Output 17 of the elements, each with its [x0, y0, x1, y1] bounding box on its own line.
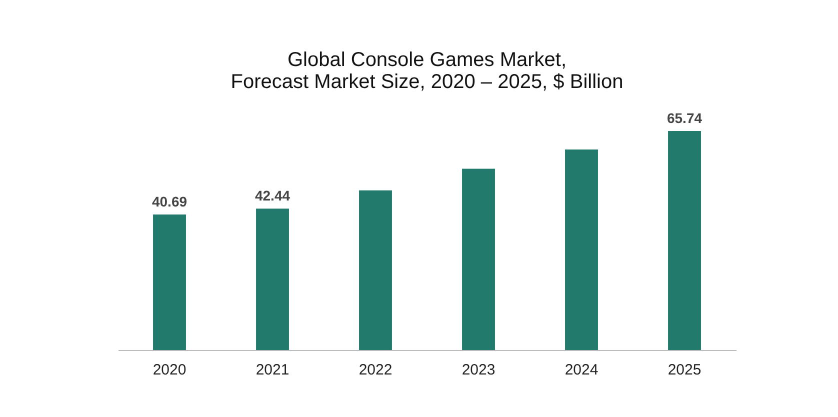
bar [565, 149, 598, 350]
bar [153, 214, 186, 350]
x-tick-label: 2021 [256, 362, 290, 378]
x-tick-label: 2024 [564, 362, 598, 378]
x-tick-label: 2022 [358, 362, 392, 378]
x-tick-label: 2023 [462, 362, 496, 378]
bar [462, 168, 495, 350]
data-label: 40.69 [152, 193, 188, 210]
data-label: 65.74 [666, 110, 702, 126]
text: Global Console Games Market, [287, 49, 567, 71]
x-tick-label: 2025 [668, 362, 702, 378]
x-tick-label: 2020 [152, 362, 186, 378]
text: Forecast Market Size, 2020 – 2025, $ Billion [230, 71, 624, 93]
data-label: 42.44 [254, 188, 290, 204]
bar [668, 131, 701, 350]
bar [256, 208, 289, 350]
bar [359, 190, 392, 350]
